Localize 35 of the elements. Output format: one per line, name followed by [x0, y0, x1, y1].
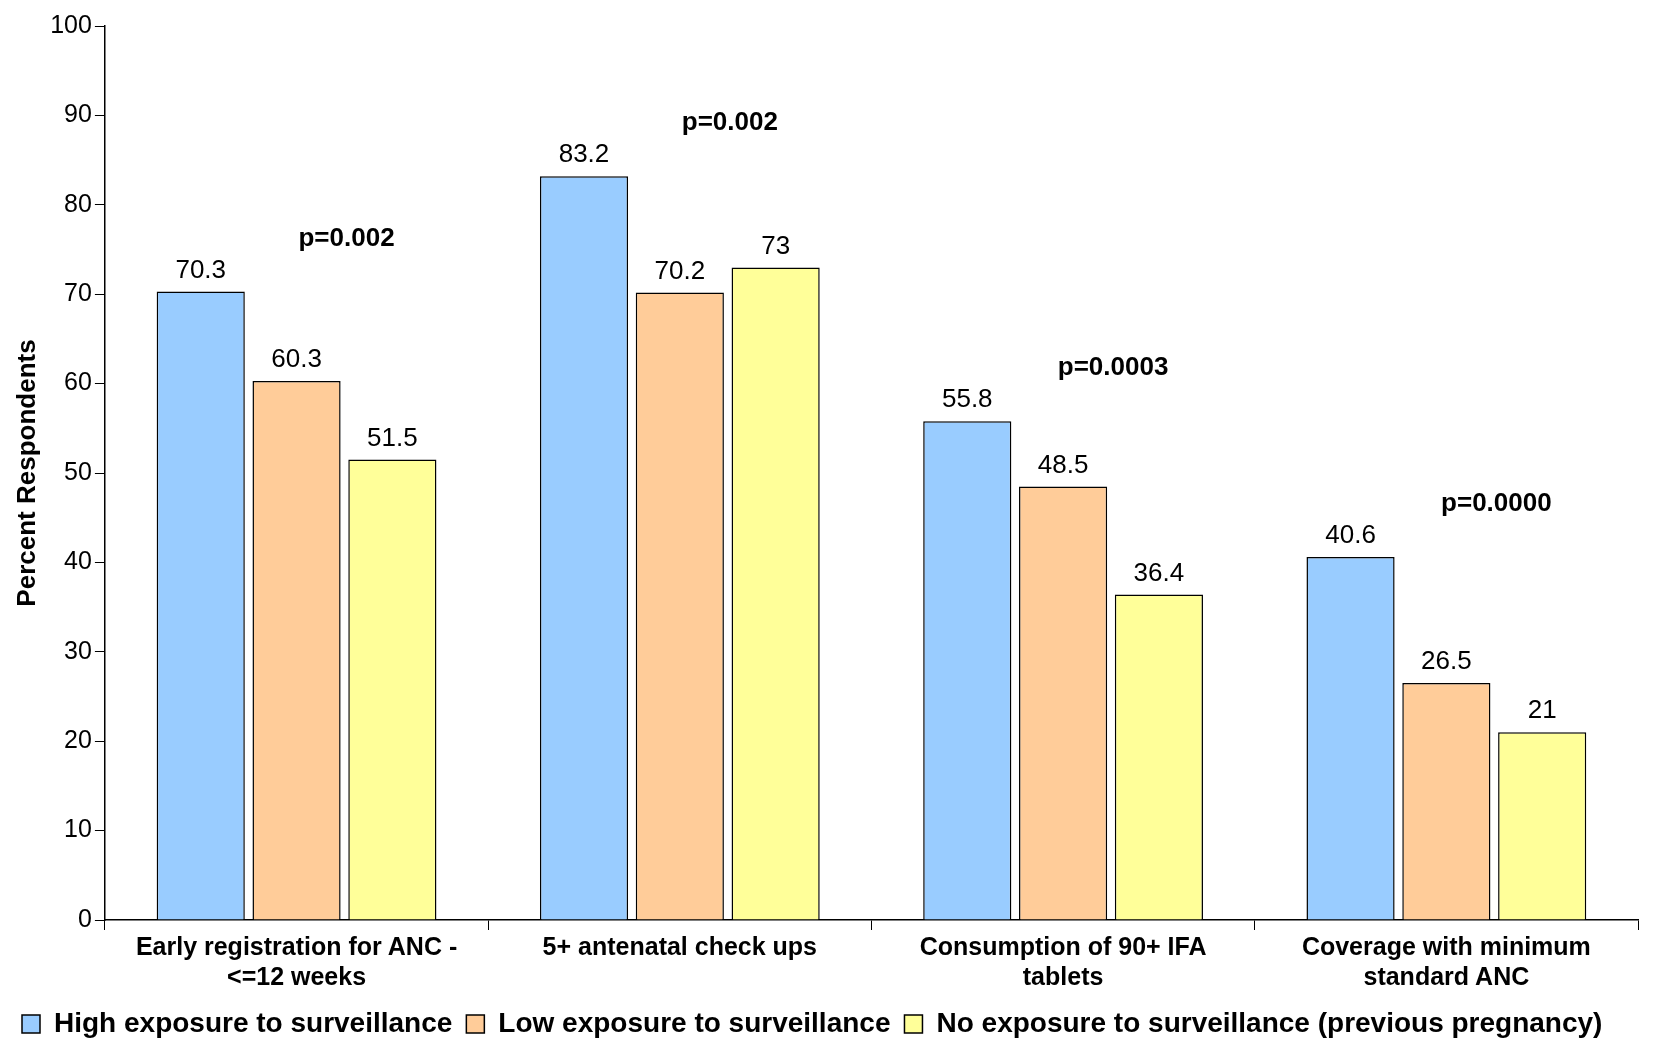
- y-tick-label: 30: [64, 635, 92, 664]
- data-label: 51.5: [367, 421, 418, 452]
- y-tick-label: 0: [78, 903, 92, 932]
- legend-label: Low exposure to surveillance: [498, 1006, 891, 1038]
- legend-label: No exposure to surveillance (previous pregnancy): [936, 1006, 1603, 1038]
- y-tick-label: 100: [50, 9, 92, 38]
- y-tick-label: 10: [64, 814, 92, 843]
- data-label: 60.3: [271, 343, 322, 374]
- data-label: 73: [761, 229, 791, 260]
- y-tick-label: 20: [64, 725, 92, 754]
- y-tick-label: 40: [64, 546, 92, 575]
- y-tick-label: 60: [64, 367, 92, 396]
- y-tick-label: 80: [64, 188, 92, 217]
- data-label: 48.5: [1037, 448, 1089, 479]
- data-label: 26.5: [1421, 645, 1472, 676]
- x-tick-label: Early registration for ANC - <=12 weeks: [135, 931, 458, 990]
- data-label: 21: [1527, 694, 1557, 725]
- data-label: 70.3: [175, 253, 227, 284]
- y-tick-label: 70: [64, 278, 92, 307]
- x-tick-label: Coverage with minimum standard ANC: [1301, 931, 1591, 990]
- data-label: 70.2: [654, 254, 706, 285]
- legend-label: High exposure to surveillance: [54, 1006, 453, 1038]
- annotation: p=0.002: [298, 221, 395, 252]
- y-axis-title: Percent Respondents: [10, 339, 41, 607]
- x-tick-label: 5+ antenatal check ups: [542, 931, 818, 960]
- y-tick-label: 90: [64, 99, 92, 128]
- annotation: p=0.0003: [1057, 351, 1169, 382]
- data-label: 36.4: [1133, 556, 1185, 587]
- data-label: 83.2: [558, 138, 610, 169]
- data-label: 40.6: [1325, 519, 1376, 550]
- annotation: p=0.002: [681, 106, 778, 137]
- data-label: 55.8: [941, 383, 993, 414]
- annotation: p=0.0000: [1441, 487, 1552, 518]
- x-tick-label: Consumption of 90+ IFA tablets: [919, 931, 1207, 990]
- y-tick-label: 50: [64, 456, 92, 485]
